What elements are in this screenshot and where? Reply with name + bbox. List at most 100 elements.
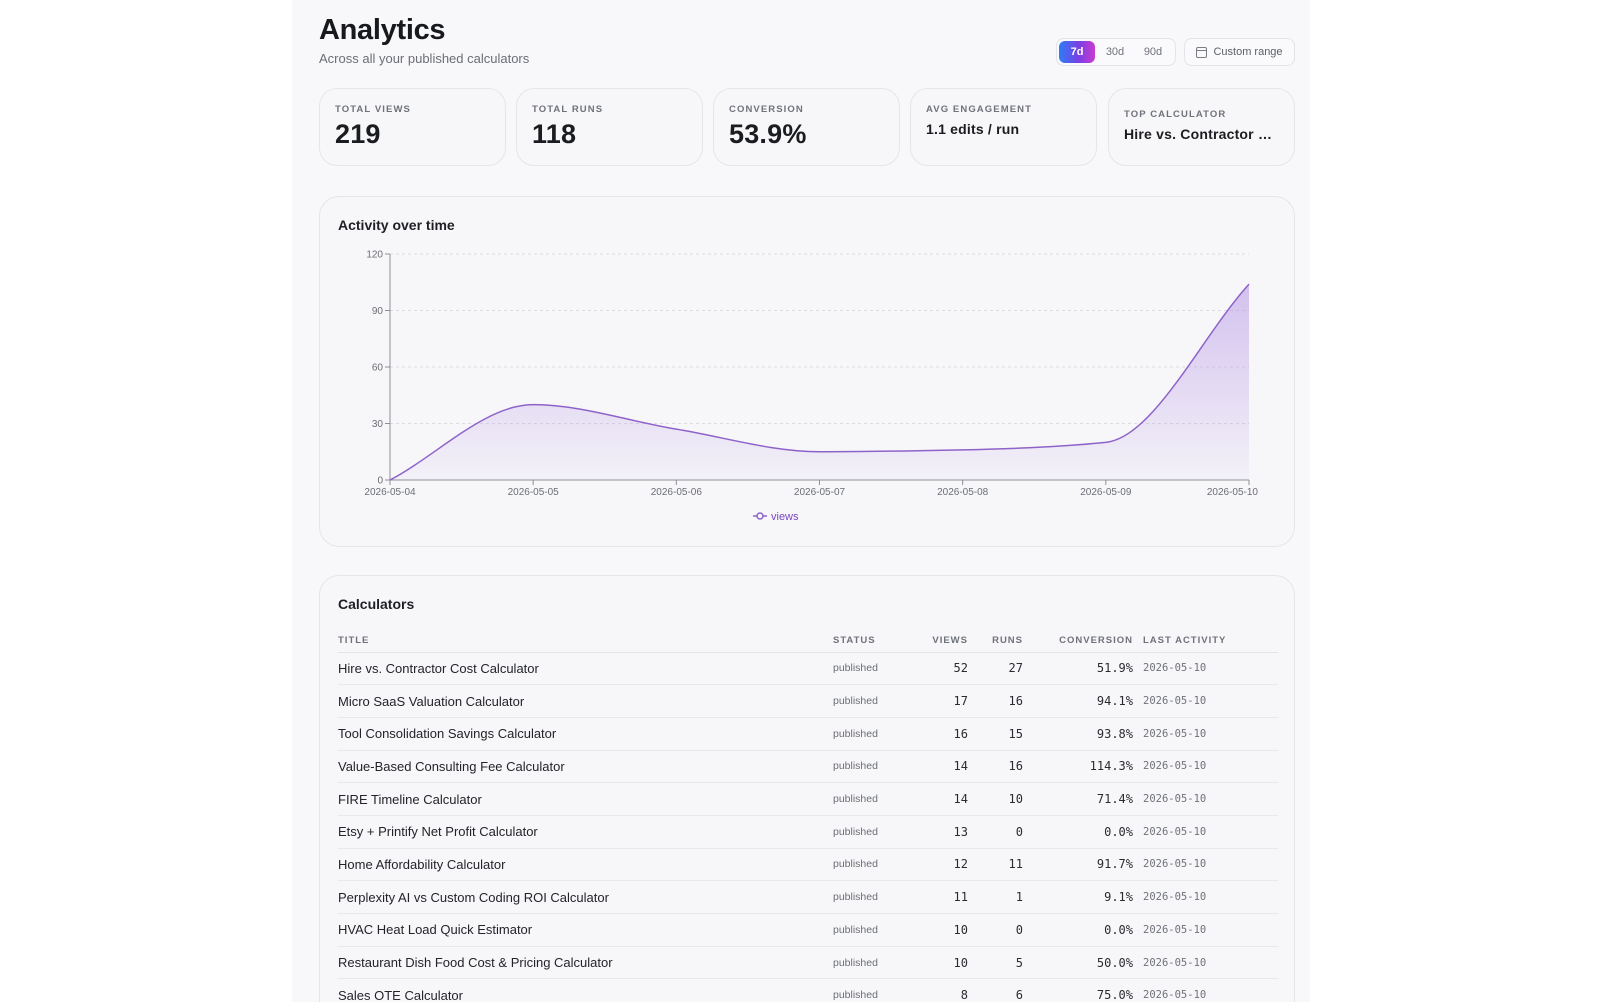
table-row[interactable]: Home Affordability Calculator published 12… [338, 848, 1278, 882]
range-90d-button[interactable]: 90d [1143, 46, 1163, 58]
table-row[interactable]: FIRE Timeline Calculator published 14 10 71.… [338, 782, 1278, 816]
row-conversion: 0.0% [1023, 913, 1133, 947]
table-row[interactable]: Tool Consolidation Savings Calculator pub… [338, 717, 1278, 751]
row-views: 8 [908, 978, 968, 1002]
row-status: published [833, 684, 908, 718]
series-area-views [390, 284, 1249, 480]
row-title: Home Affordability Calculator [338, 848, 833, 882]
row-conversion: 9.1% [1023, 880, 1133, 914]
y-tick-label: 60 [372, 363, 384, 374]
row-last-activity: 2026-05-10 [1133, 684, 1278, 718]
row-last-activity: 2026-05-10 [1133, 717, 1278, 751]
stat-value: 53.9% [729, 119, 807, 149]
x-tick-label: 2026-05-05 [508, 487, 560, 498]
row-last-activity: 2026-05-10 [1133, 978, 1278, 1002]
row-last-activity: 2026-05-10 [1133, 750, 1278, 784]
y-tick-label: 30 [372, 419, 384, 430]
stat-label: AVG ENGAGEMENT [926, 104, 1033, 115]
x-tick-label: 2026-05-07 [794, 487, 846, 498]
table-row[interactable]: HVAC Heat Load Quick Estimator published 1… [338, 913, 1278, 947]
column-header-status[interactable]: STATUS [833, 630, 908, 653]
row-runs: 1 [968, 880, 1023, 914]
row-last-activity: 2026-05-10 [1133, 880, 1278, 914]
custom-range-label: Custom range [1213, 46, 1283, 58]
x-tick-label: 2026-05-09 [1080, 487, 1132, 498]
row-runs: 10 [968, 782, 1023, 816]
row-views: 11 [908, 880, 968, 914]
row-status: published [833, 913, 908, 947]
stats-row: TOTAL VIEWS 219 TOTAL RUNS 118 CONVERSIO… [319, 88, 1295, 168]
column-header-conversion[interactable]: CONVERSION [1023, 630, 1133, 653]
row-status: published [833, 978, 908, 1002]
chart-title: Activity over time [338, 217, 455, 233]
row-conversion: 71.4% [1023, 782, 1133, 816]
row-status: published [833, 815, 908, 849]
row-runs: 11 [968, 848, 1023, 882]
row-conversion: 91.7% [1023, 848, 1133, 882]
calculators-table-card: Calculators TITLE STATUS VIEWS RUNS [319, 575, 1295, 1002]
legend-marker [756, 512, 764, 520]
column-header-title[interactable]: TITLE [338, 630, 833, 653]
row-runs: 6 [968, 978, 1023, 1002]
table-body: Hire vs. Contractor Cost Calculator publi… [338, 652, 1278, 1002]
row-title: Sales OTE Calculator [338, 978, 833, 1002]
stat-card-total-views: TOTAL VIEWS 219 [319, 88, 506, 166]
x-tick-label: 2026-05-10 [1207, 487, 1259, 498]
column-header-last-activity[interactable]: LAST ACTIVITY [1133, 630, 1278, 653]
column-header-runs[interactable]: RUNS [968, 630, 1023, 653]
row-conversion: 0.0% [1023, 815, 1133, 849]
row-conversion: 51.9% [1023, 652, 1133, 686]
row-last-activity: 2026-05-10 [1133, 848, 1278, 882]
table-header-row: TITLE STATUS VIEWS RUNS CONVERSION LAST … [338, 630, 1278, 653]
row-conversion: 94.1% [1023, 684, 1133, 718]
row-status: published [833, 652, 908, 686]
analytics-page: Analytics Across all your published calc… [292, 0, 1310, 1002]
stat-label: TOP CALCULATOR [1124, 109, 1227, 120]
row-title: Tool Consolidation Savings Calculator [338, 717, 833, 751]
x-tick-label: 2026-05-08 [937, 487, 989, 498]
legend-label-views: views [771, 511, 799, 523]
row-title: Micro SaaS Valuation Calculator [338, 684, 833, 718]
row-runs: 0 [968, 815, 1023, 849]
row-views: 17 [908, 684, 968, 718]
row-title: Restaurant Dish Food Cost & Pricing Calc… [338, 946, 833, 980]
stat-card-total-runs: TOTAL RUNS 118 [516, 88, 703, 166]
row-runs: 16 [968, 684, 1023, 718]
row-status: published [833, 750, 908, 784]
y-tick-label: 0 [377, 476, 383, 487]
x-tick-label: 2026-05-04 [364, 487, 416, 498]
row-runs: 16 [968, 750, 1023, 784]
date-range-toggle: 7d 30d 90d [1056, 38, 1176, 66]
stat-value: Hire vs. Contractor C... [1124, 126, 1279, 142]
column-header-views[interactable]: VIEWS [908, 630, 968, 653]
table-row[interactable]: Micro SaaS Valuation Calculator published… [338, 684, 1278, 718]
activity-chart: 0 30 60 90 120 2026-05-04 2026-05-05 2026-05-06… [364, 250, 1259, 524]
row-status: published [833, 946, 908, 980]
row-conversion: 75.0% [1023, 978, 1133, 1002]
row-conversion: 50.0% [1023, 946, 1133, 980]
custom-range-button[interactable]: Custom range [1184, 38, 1295, 66]
range-7d-button[interactable]: 7d [1059, 41, 1095, 63]
table-row[interactable]: Sales OTE Calculator published 8 6 75.0% 2026… [338, 978, 1278, 1002]
table-row[interactable]: Restaurant Dish Food Cost & Pricing Calc… [338, 946, 1278, 980]
row-views: 14 [908, 782, 968, 816]
range-30d-button[interactable]: 30d [1105, 46, 1125, 58]
table-row[interactable]: Value-Based Consulting Fee Calculator pub… [338, 750, 1278, 784]
row-last-activity: 2026-05-10 [1133, 815, 1278, 849]
table-row[interactable]: Hire vs. Contractor Cost Calculator publi… [338, 652, 1278, 686]
row-last-activity: 2026-05-10 [1133, 782, 1278, 816]
row-runs: 15 [968, 717, 1023, 751]
stat-label: TOTAL VIEWS [335, 104, 411, 115]
row-title: Etsy + Printify Net Profit Calculator [338, 815, 833, 849]
row-runs: 0 [968, 913, 1023, 947]
table-title: Calculators [338, 596, 415, 612]
row-views: 16 [908, 717, 968, 751]
row-last-activity: 2026-05-10 [1133, 946, 1278, 980]
row-last-activity: 2026-05-10 [1133, 913, 1278, 947]
x-tick-label: 2026-05-06 [651, 487, 703, 498]
row-title: Perplexity AI vs Custom Coding ROI Calcu… [338, 880, 833, 914]
table-row[interactable]: Etsy + Printify Net Profit Calculator pub… [338, 815, 1278, 849]
row-runs: 5 [968, 946, 1023, 980]
activity-chart-card: Activity over time 0 30 60 90 120 2026-05-04 2… [319, 196, 1295, 547]
table-row[interactable]: Perplexity AI vs Custom Coding ROI Calcu… [338, 880, 1278, 914]
